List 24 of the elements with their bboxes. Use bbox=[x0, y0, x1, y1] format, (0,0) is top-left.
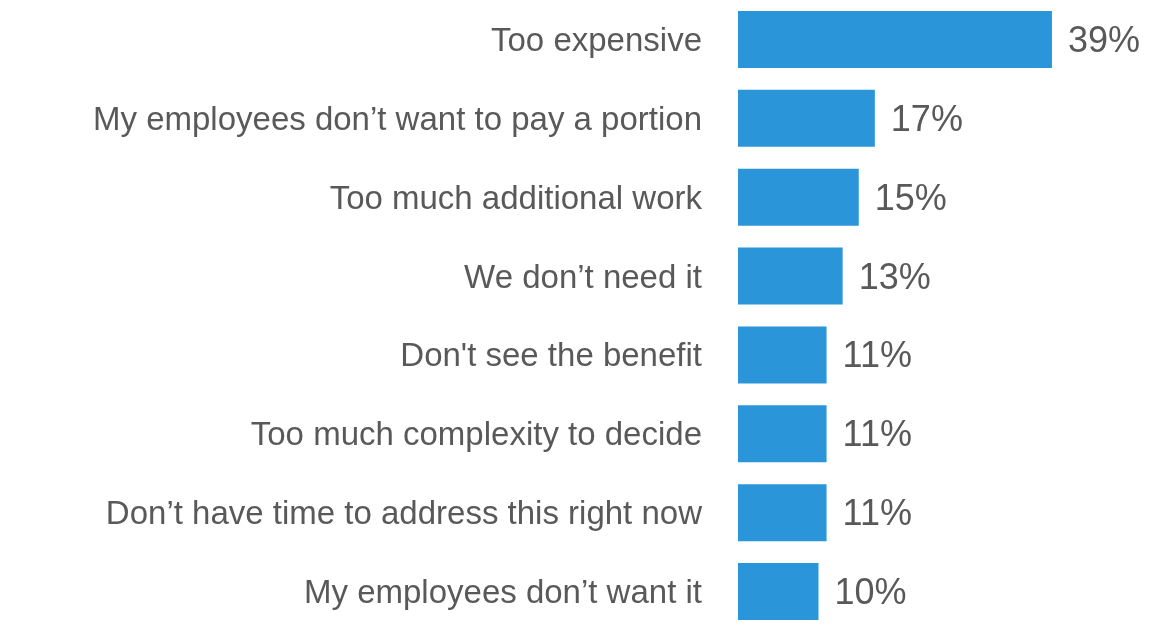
data-label: 11% bbox=[842, 413, 912, 455]
bar bbox=[738, 563, 819, 621]
bar bbox=[738, 484, 827, 542]
data-label: 10% bbox=[834, 571, 907, 613]
y-tick-label: We don’t need it bbox=[464, 257, 702, 295]
y-tick-label: My employees don’t want to pay a portion bbox=[92, 99, 702, 137]
y-tick-label: My employees don’t want it bbox=[303, 573, 702, 611]
data-label: 17% bbox=[890, 97, 963, 139]
data-label: 11% bbox=[842, 492, 912, 534]
y-tick-label: Too much additional work bbox=[329, 178, 703, 216]
bar bbox=[738, 405, 827, 463]
bar bbox=[738, 168, 859, 226]
data-label: 39% bbox=[1067, 18, 1141, 60]
data-label: 11% bbox=[842, 334, 912, 376]
bar bbox=[738, 89, 875, 147]
bar bbox=[738, 326, 827, 384]
y-tick-label: Don’t have time to address this right now bbox=[105, 494, 703, 532]
y-tick-label: Too much complexity to decide bbox=[250, 415, 702, 453]
bar bbox=[738, 247, 843, 305]
data-label: 15% bbox=[874, 176, 947, 218]
bar bbox=[738, 10, 1052, 68]
y-tick-label: Too expensive bbox=[491, 20, 702, 58]
y-tick-label: Don't see the benefit bbox=[400, 336, 702, 374]
data-label: 13% bbox=[858, 255, 931, 297]
